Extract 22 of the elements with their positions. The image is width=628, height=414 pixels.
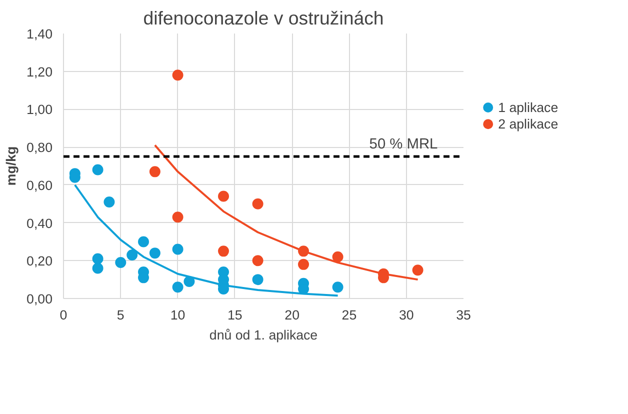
- x-tick-label: 20: [284, 308, 300, 322]
- x-axis-title: dnů od 1. aplikace: [209, 328, 318, 342]
- y-axis-title: mg/kg: [4, 146, 19, 186]
- y-tick-label: 0,20: [26, 254, 53, 269]
- x-tick-label: 5: [116, 308, 124, 322]
- x-tick-label: 35: [456, 308, 471, 322]
- y-tick-label: 1,40: [26, 26, 53, 42]
- y-tick-label: 0,40: [26, 216, 53, 231]
- y-tick-label: 1,00: [26, 102, 53, 118]
- x-tick-label: 0: [60, 308, 68, 322]
- x-tick-label: 30: [398, 308, 414, 322]
- y-tick-label: 1,20: [26, 64, 53, 80]
- x-tick-label: 25: [342, 308, 357, 322]
- y-tick-label: 0,60: [26, 178, 53, 193]
- ref-line-label: 50 % MRL: [369, 136, 438, 153]
- legend-label: 2 aplikace: [498, 116, 558, 132]
- x-tick-label: 10: [170, 308, 186, 322]
- y-tick-label: 0,80: [26, 140, 53, 156]
- x-tick-label: 15: [228, 308, 242, 322]
- chart-title: difenoconazole v ostružinách: [143, 8, 384, 28]
- legend-label: 1 aplikace: [498, 100, 558, 115]
- y-tick-label: 0,00: [26, 292, 53, 306]
